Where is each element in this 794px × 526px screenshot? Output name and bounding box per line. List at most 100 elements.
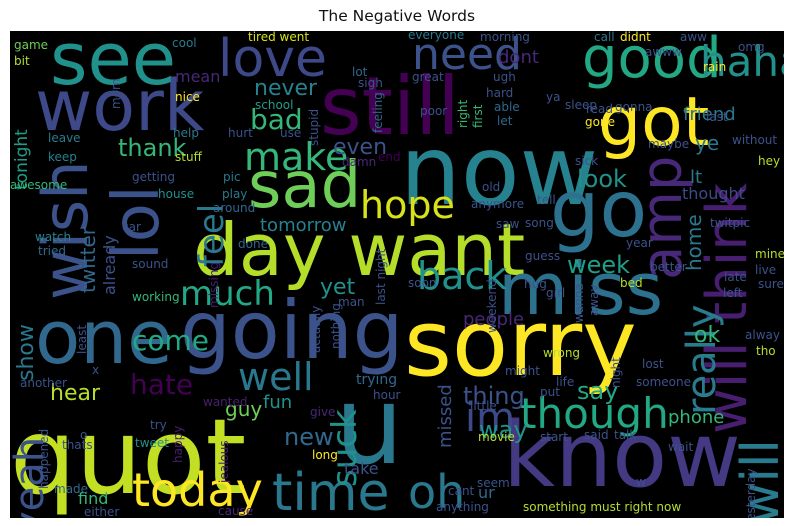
word-anything: anything (436, 500, 489, 514)
word-even: even (333, 135, 388, 160)
word-haha: haha (700, 37, 784, 86)
word-jealous: jealous (217, 440, 231, 484)
word-better: better (650, 260, 687, 274)
word-man: man (338, 295, 365, 309)
word-start: start (540, 430, 568, 444)
word-stupid: stupid (307, 108, 321, 146)
word-year: year (626, 236, 653, 250)
word-twitter: twitter (76, 226, 100, 293)
word-lot: lot (352, 65, 368, 79)
word-weekend: weekend (485, 279, 499, 334)
word-give: give (310, 405, 336, 419)
word-trying: trying (356, 372, 398, 388)
word-sick: sick (575, 154, 599, 168)
word-getting: getting (132, 170, 175, 184)
word-left: left (723, 286, 743, 300)
word-ugh: ugh (493, 70, 516, 84)
word-u: u (335, 364, 404, 489)
word-miss: miss (498, 247, 664, 331)
word-sad: sad (248, 149, 362, 223)
word-great: great (412, 70, 444, 84)
word-gone: gone (585, 115, 615, 129)
word-live: live (755, 263, 777, 277)
word-long: long (312, 448, 338, 462)
word-thank: thank (118, 134, 187, 162)
word-need: need (412, 31, 522, 80)
word-quot: quot (10, 396, 247, 518)
word-well: well (238, 355, 314, 399)
word-look: look (577, 165, 627, 193)
word-cloud: quot now sorry u know still going day want work s… (10, 31, 784, 518)
word-still: still (320, 60, 460, 153)
word-awww: awww (645, 45, 682, 59)
word-late: late (724, 270, 747, 284)
word-got: got (598, 83, 710, 162)
word-last-night: last night (374, 249, 388, 306)
word-right: right (456, 99, 470, 129)
word-cool: cool (172, 36, 197, 50)
word-week: week (567, 251, 631, 279)
word-sound: sound (132, 257, 169, 271)
word-didnt: didnt (620, 31, 651, 44)
word-aww: aww (680, 31, 707, 44)
word-use: use (280, 126, 302, 140)
word-actually: actually (309, 305, 323, 353)
word-thing: thing (463, 382, 525, 410)
word-mine: mine (755, 247, 784, 261)
word-x: x (92, 363, 100, 377)
word-saw: saw (496, 217, 520, 231)
word-bit: bit (14, 54, 30, 68)
word-people: people (463, 309, 525, 330)
word-morning: morning (480, 31, 530, 44)
word-play: play (222, 187, 248, 201)
word-now: now (400, 115, 599, 227)
word-tomorrow: tomorrow (260, 215, 347, 236)
word-make: make (244, 135, 349, 179)
word-time: time (272, 463, 390, 518)
word-already: already (100, 235, 119, 296)
word-lt: lt (690, 167, 703, 188)
word-hate: hate (130, 368, 194, 401)
word-talk: talk (614, 428, 637, 442)
word-tell: tell (537, 193, 556, 207)
word-awesome: awesome (10, 178, 68, 192)
word-watch: watch (35, 230, 72, 244)
word-show: show (14, 323, 39, 381)
word-hear: hear (50, 381, 101, 406)
word-away: away (587, 284, 601, 316)
word-really: really (679, 304, 725, 415)
word-able: able (494, 100, 520, 114)
word-yet: yet (320, 275, 356, 300)
word-o: o (80, 428, 88, 442)
word-missed: missed (435, 384, 456, 448)
word-try: try (150, 418, 167, 432)
figure-title: The Negative Words (318, 7, 476, 25)
word-home: home (682, 213, 706, 271)
word-movie: movie (478, 430, 515, 444)
word-hour: hour (373, 388, 401, 402)
word-sorry: sorry (404, 290, 637, 397)
word-help: help (173, 126, 199, 140)
word-way: way (479, 416, 528, 444)
word-let: let (497, 114, 513, 128)
word-car: car (122, 220, 141, 234)
word-lost: lost (642, 357, 664, 371)
word-cause: cause (218, 504, 254, 518)
word-ya: ya (546, 90, 561, 104)
word-w: w (636, 475, 646, 489)
word-girl: girl (546, 286, 566, 300)
word-happened: happened (37, 428, 51, 489)
word-working: working (132, 290, 180, 304)
word-find: find (78, 489, 109, 508)
word-will: will (731, 439, 784, 518)
word-come: come (132, 324, 210, 357)
word-never: never (254, 76, 318, 101)
word-done: done (238, 237, 268, 251)
word-keep: keep (48, 150, 77, 164)
word-though: though (520, 389, 669, 438)
word-school: school (255, 98, 294, 112)
word-anymore: anymore (471, 197, 525, 211)
word-sure: sure (758, 277, 784, 291)
word-going: going (180, 284, 404, 377)
word-new: new (284, 423, 334, 451)
